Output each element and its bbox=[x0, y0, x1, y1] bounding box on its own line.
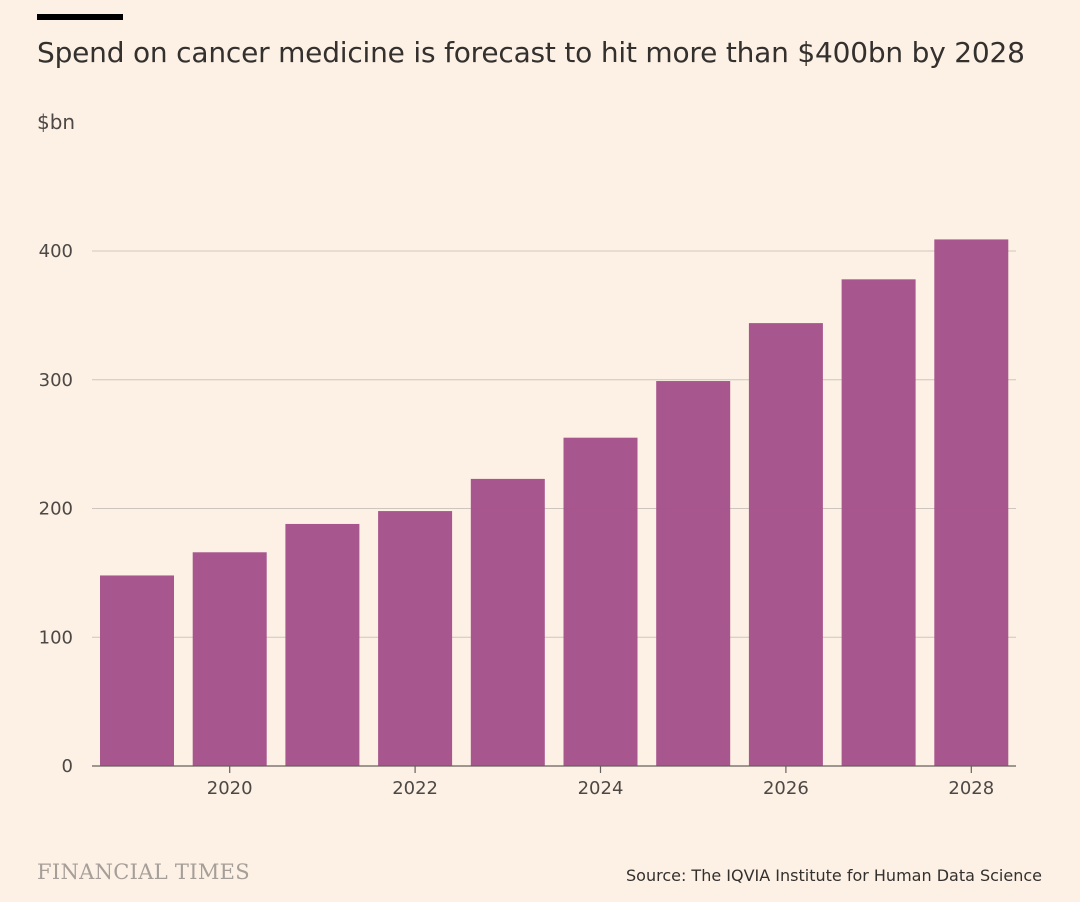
y-tick-label-100: 100 bbox=[39, 627, 73, 648]
bar-2024 bbox=[563, 437, 638, 766]
bar-2021 bbox=[285, 523, 360, 766]
source-note: Source: The IQVIA Institute for Human Da… bbox=[626, 866, 1042, 885]
bar-2028 bbox=[934, 239, 1009, 767]
y-tick-label-400: 400 bbox=[39, 241, 73, 262]
brand-logo-text: FINANCIAL TIMES bbox=[37, 860, 250, 884]
y-tick-label-300: 300 bbox=[39, 370, 73, 391]
y-tick-label-200: 200 bbox=[39, 499, 73, 520]
y-axis-unit-label: $bn bbox=[37, 110, 76, 134]
bar-2023 bbox=[470, 478, 545, 766]
x-tick-label-2022: 2022 bbox=[392, 778, 438, 799]
bar-2027 bbox=[841, 279, 916, 766]
bar-2022 bbox=[378, 511, 453, 766]
bar-2025 bbox=[656, 381, 731, 766]
bar-2026 bbox=[748, 323, 823, 766]
x-tick-label-2026: 2026 bbox=[763, 778, 809, 799]
x-tick-label-2020: 2020 bbox=[207, 778, 253, 799]
bar-2019 bbox=[100, 575, 174, 766]
bar-2020 bbox=[192, 552, 267, 766]
y-tick-label-0: 0 bbox=[62, 756, 73, 777]
bar-chart: 0 100 200 300 400 2020 2022 2024 2026 2028 bbox=[39, 239, 1016, 799]
x-tick-label-2028: 2028 bbox=[948, 778, 994, 799]
top-accent-bar bbox=[37, 14, 123, 20]
x-tick-label-2024: 2024 bbox=[578, 778, 624, 799]
chart-title: Spend on cancer medicine is forecast to … bbox=[37, 36, 1025, 69]
